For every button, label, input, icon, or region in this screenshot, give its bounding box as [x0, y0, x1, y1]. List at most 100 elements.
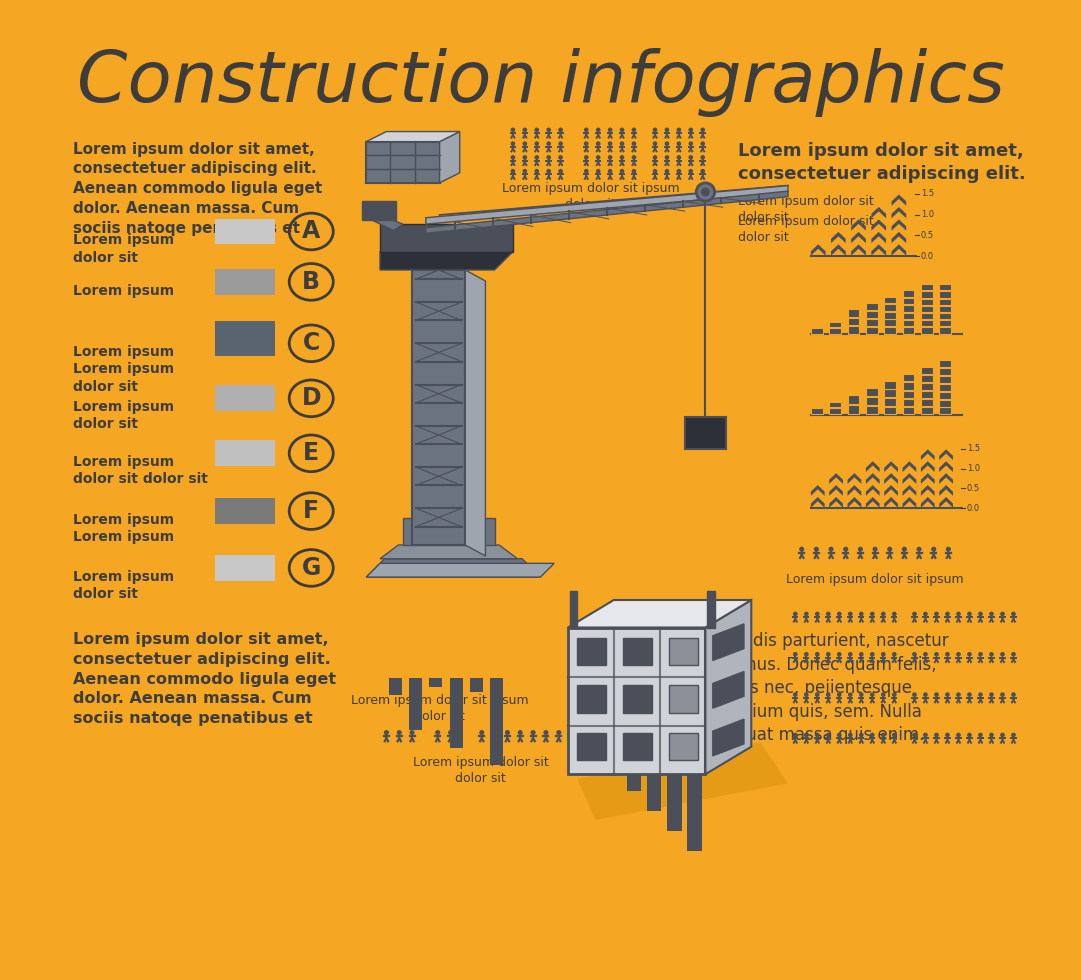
Circle shape [547, 156, 550, 159]
Bar [623, 685, 652, 712]
Circle shape [849, 733, 852, 737]
Bar [490, 678, 503, 765]
Circle shape [838, 733, 841, 737]
Circle shape [990, 693, 993, 696]
Bar [939, 392, 951, 399]
Bar [866, 406, 878, 415]
Polygon shape [831, 244, 845, 256]
Bar [903, 407, 915, 415]
Bar [805, 615, 808, 619]
Bar [577, 685, 606, 712]
Circle shape [665, 170, 668, 172]
Circle shape [702, 156, 705, 159]
Circle shape [893, 612, 896, 615]
Circle shape [882, 693, 885, 696]
Polygon shape [426, 191, 788, 233]
Bar [884, 398, 896, 406]
Polygon shape [831, 232, 845, 243]
Bar [548, 131, 549, 135]
Bar [666, 131, 668, 135]
Bar [921, 284, 933, 290]
Bar [816, 697, 818, 700]
Bar [429, 678, 442, 687]
Circle shape [677, 156, 680, 159]
Bar [850, 737, 851, 740]
Text: F: F [303, 499, 319, 523]
Bar [536, 173, 537, 176]
Text: 1.5: 1.5 [921, 189, 934, 198]
Bar [850, 615, 851, 619]
Bar [536, 131, 537, 135]
Bar [921, 368, 933, 374]
Circle shape [677, 170, 680, 172]
Circle shape [816, 733, 819, 737]
Polygon shape [892, 207, 906, 219]
Bar [633, 131, 635, 135]
Circle shape [585, 142, 588, 145]
Polygon shape [939, 473, 953, 484]
Circle shape [585, 170, 588, 172]
Circle shape [888, 548, 892, 551]
Bar [921, 327, 933, 334]
Bar [805, 737, 808, 740]
Circle shape [523, 156, 526, 159]
Bar [859, 552, 862, 555]
Text: Lorem ipsum dolor sit
dolor sit: Lorem ipsum dolor sit dolor sit [413, 756, 549, 785]
Bar [893, 737, 895, 740]
Circle shape [967, 612, 971, 615]
Bar [586, 131, 587, 135]
Bar [947, 552, 949, 555]
Bar [969, 615, 971, 619]
Polygon shape [851, 220, 866, 230]
Bar [560, 131, 561, 135]
Bar [524, 131, 525, 135]
Polygon shape [381, 545, 518, 559]
Bar [586, 173, 587, 176]
Circle shape [990, 733, 993, 737]
Bar [866, 397, 878, 405]
Text: Lorem ipsum dolor sit ipsum: Lorem ipsum dolor sit ipsum [786, 572, 964, 585]
Text: 0.0: 0.0 [966, 504, 979, 513]
Bar [795, 615, 797, 619]
Bar [411, 735, 413, 738]
Circle shape [957, 653, 960, 656]
Bar [947, 697, 948, 700]
Bar [654, 131, 656, 135]
Circle shape [535, 156, 538, 159]
Bar [882, 697, 884, 700]
Polygon shape [866, 485, 880, 496]
Polygon shape [381, 252, 512, 270]
Bar [882, 657, 884, 660]
Circle shape [935, 693, 938, 696]
Bar [623, 638, 652, 665]
Bar [866, 326, 878, 334]
Bar [1013, 737, 1014, 740]
Bar [884, 381, 896, 389]
Circle shape [511, 128, 515, 131]
Circle shape [480, 731, 483, 734]
Circle shape [793, 612, 797, 615]
Bar [935, 737, 937, 740]
Text: Lorem ipsum
dolor sit dolor sit: Lorem ipsum dolor sit dolor sit [72, 455, 208, 486]
Text: Lorem ipsum dolor sit
dolor sit: Lorem ipsum dolor sit dolor sit [737, 195, 873, 223]
Bar [947, 615, 948, 619]
Circle shape [838, 693, 841, 696]
Bar [827, 737, 829, 740]
Circle shape [924, 733, 927, 737]
Polygon shape [366, 559, 540, 577]
Bar [1002, 657, 1003, 660]
Bar [215, 321, 275, 356]
Bar [362, 201, 397, 220]
Bar [904, 552, 906, 555]
Circle shape [702, 128, 705, 131]
Circle shape [858, 548, 863, 551]
Bar [524, 173, 525, 176]
Bar [519, 735, 521, 738]
Polygon shape [892, 244, 906, 256]
Bar [512, 131, 513, 135]
Bar [560, 145, 561, 149]
Circle shape [493, 731, 496, 734]
Bar [524, 145, 525, 149]
Bar [654, 145, 656, 149]
Polygon shape [871, 232, 886, 243]
